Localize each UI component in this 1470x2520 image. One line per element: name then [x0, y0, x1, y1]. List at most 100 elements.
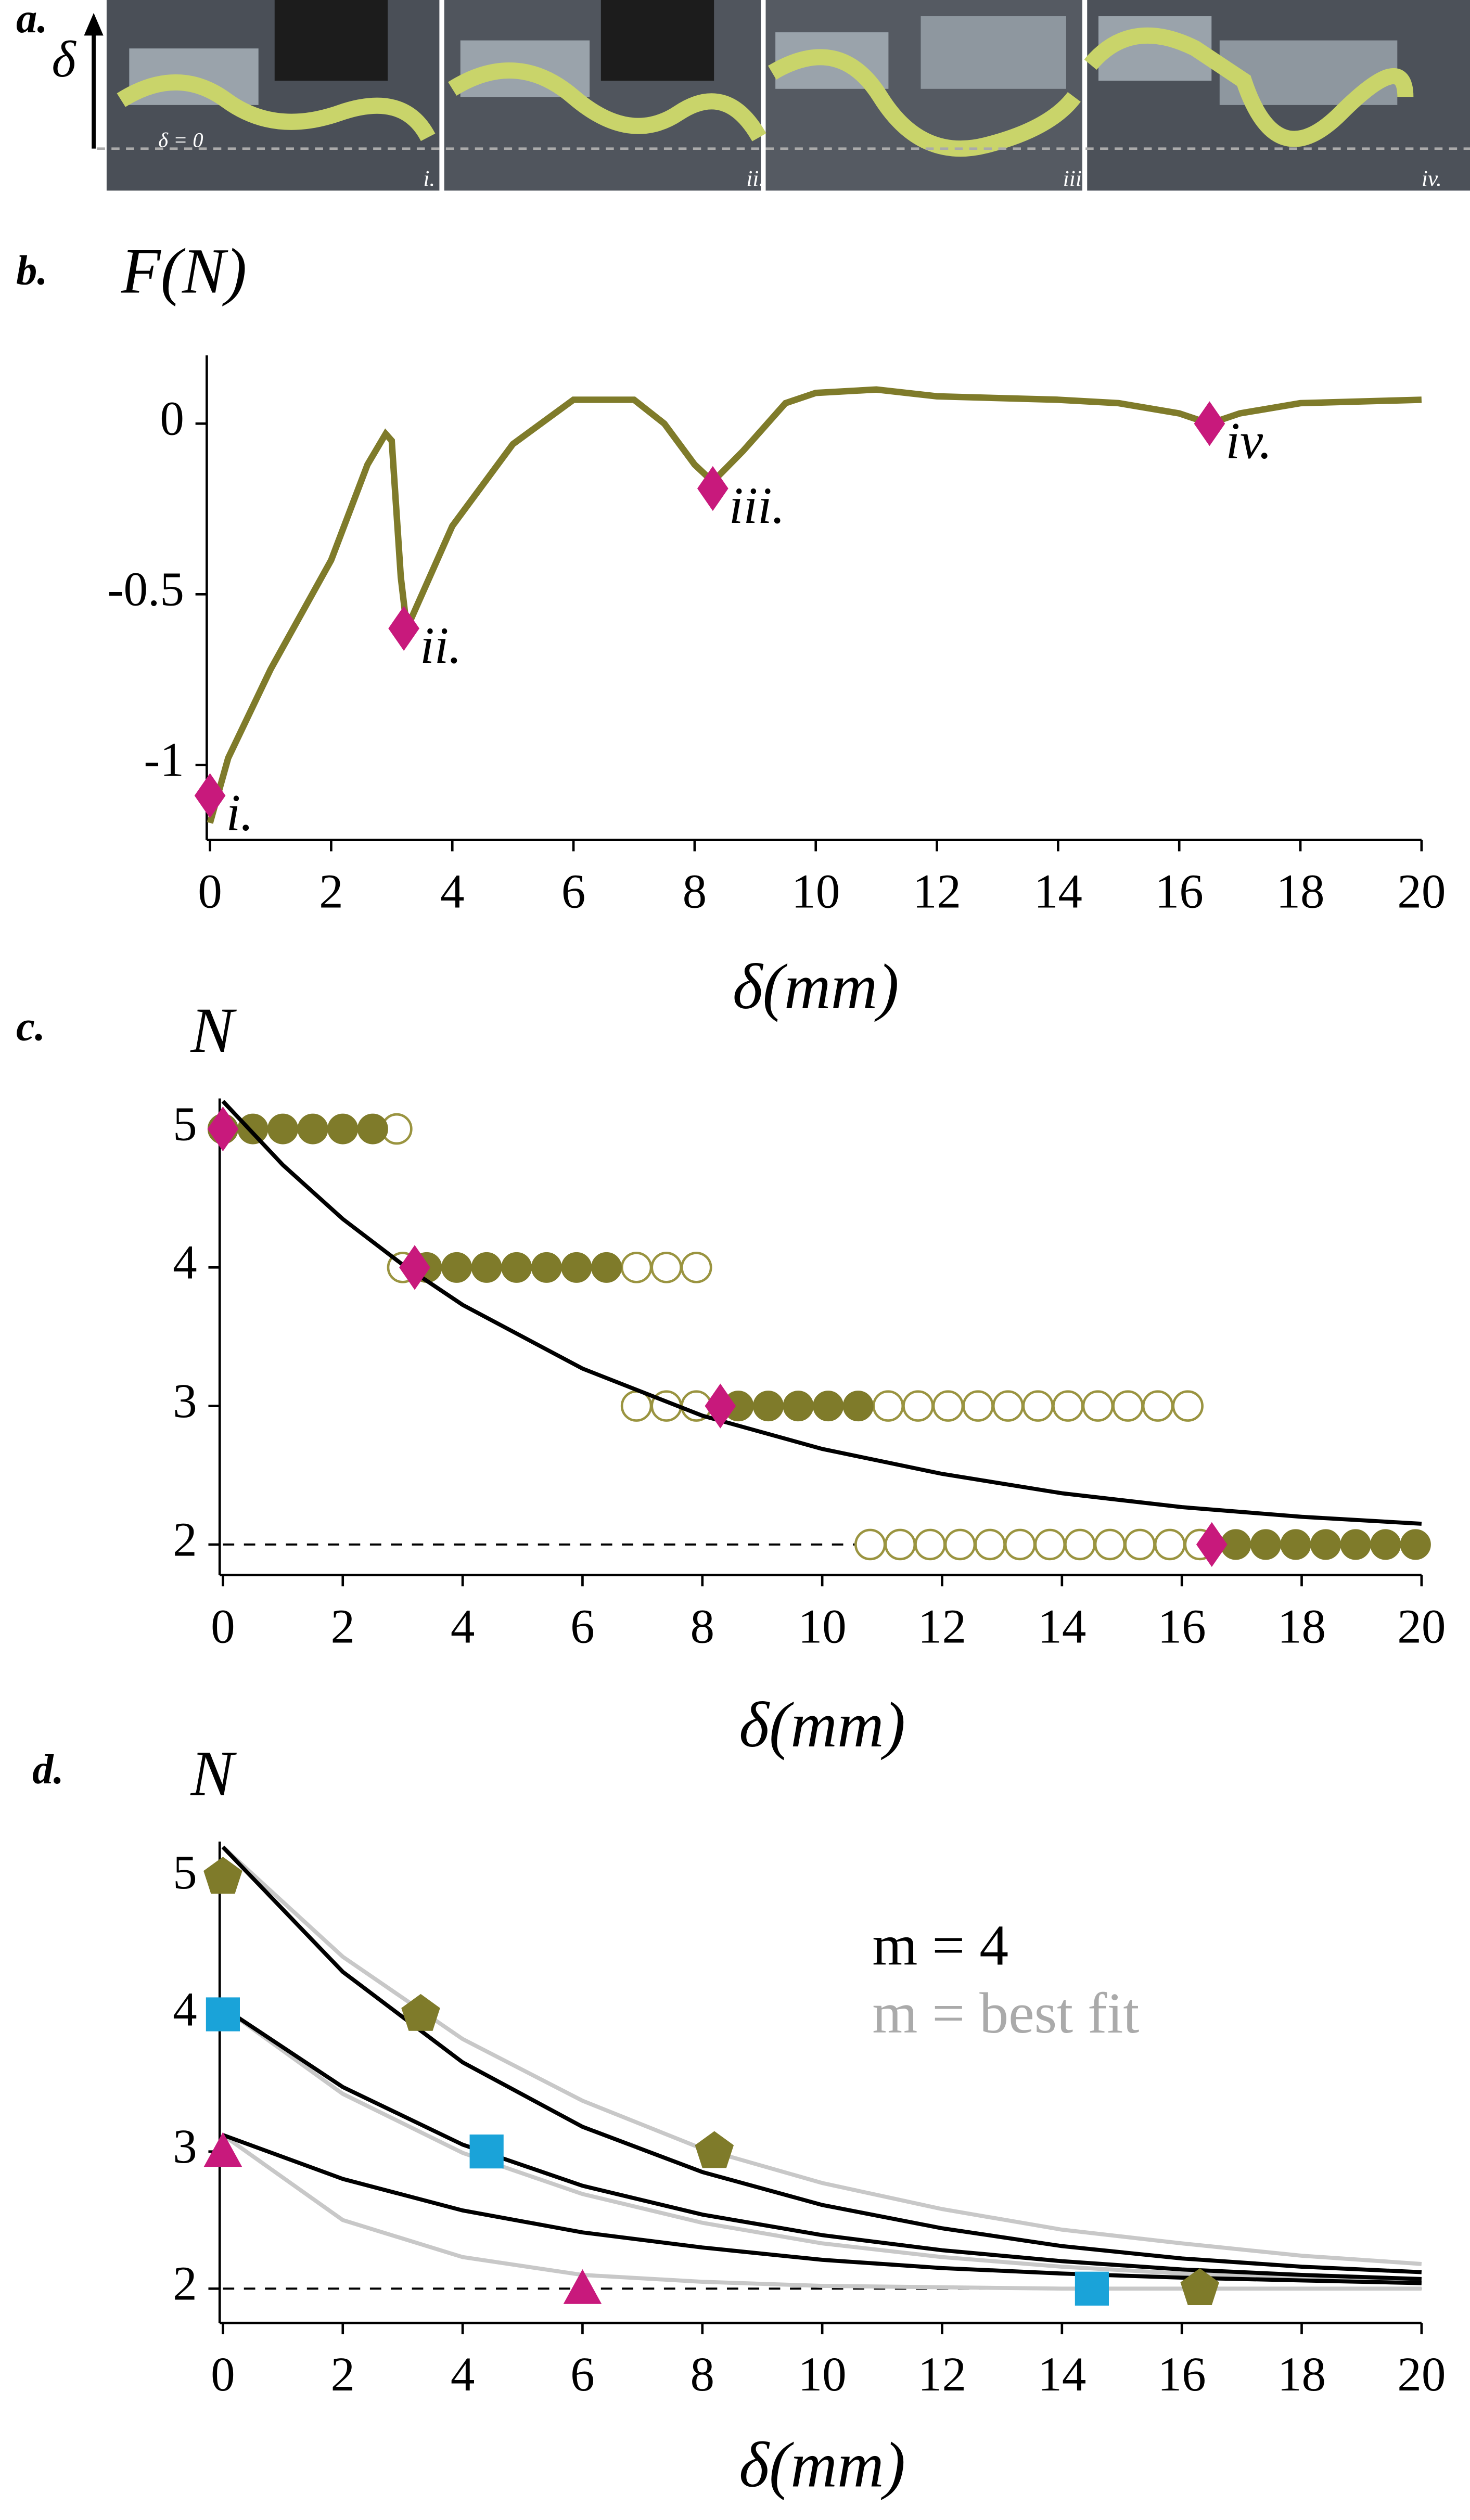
y-tick-label: 3 [173, 1374, 197, 1428]
point [1004, 1528, 1036, 1561]
point [561, 1252, 592, 1283]
point [194, 773, 226, 818]
y-axis-label: N [190, 1737, 237, 1809]
curve [221, 1100, 1422, 1526]
point-label: i. [226, 785, 253, 842]
point [1094, 1528, 1126, 1561]
x-tick-label: 18 [1277, 1600, 1326, 1654]
y-tick-label: 4 [173, 1236, 197, 1290]
point [752, 1391, 784, 1422]
point [203, 1857, 242, 1894]
point [1280, 1529, 1311, 1560]
y-tick-label: 5 [173, 1846, 197, 1899]
x-axis-label: δ(mm) [739, 2428, 905, 2500]
x-tick-label: 14 [1034, 865, 1082, 919]
point [944, 1528, 976, 1561]
point [813, 1391, 844, 1422]
x-tick-label: 12 [918, 1600, 966, 1654]
curve [221, 1845, 1422, 2274]
frame-label: ii. [746, 166, 764, 191]
point [1052, 1390, 1084, 1422]
x-tick-label: 8 [691, 1600, 715, 1654]
x-axis-label: δ(mm) [733, 950, 899, 1022]
point [1400, 1529, 1431, 1560]
curve [221, 1845, 1422, 2266]
strip-shape [768, 49, 1081, 157]
point [469, 2135, 504, 2169]
point-label: ii. [420, 617, 462, 674]
point [399, 1245, 430, 1290]
point [914, 1528, 946, 1561]
point [705, 1383, 736, 1429]
point [388, 606, 419, 651]
point [1250, 1529, 1281, 1560]
photo-part [921, 16, 1066, 89]
point [1310, 1529, 1341, 1560]
point-label: iii. [729, 477, 785, 534]
x-tick-label: 10 [798, 1600, 847, 1654]
x-tick-label: 6 [570, 1600, 595, 1654]
point [237, 1113, 269, 1145]
point [1075, 2271, 1109, 2306]
point [1112, 1390, 1144, 1422]
point [267, 1113, 299, 1145]
point [297, 1113, 328, 1145]
point [932, 1390, 964, 1422]
point [1082, 1390, 1114, 1422]
delta-label: δ [52, 31, 76, 88]
curve [207, 386, 1422, 824]
x-tick-label: 2 [330, 1600, 355, 1654]
point [1180, 2268, 1219, 2305]
curve [222, 2005, 1422, 2281]
panel-label: c. [16, 1004, 45, 1050]
x-tick-label: 16 [1155, 865, 1204, 919]
point [1370, 1529, 1401, 1560]
point [681, 1252, 712, 1283]
point [620, 1252, 653, 1283]
curve [222, 2133, 1422, 2285]
x-tick-label: 4 [451, 1600, 475, 1654]
point [872, 1390, 904, 1422]
photo-part [274, 0, 388, 81]
y-tick-label: 0 [160, 392, 184, 446]
point-label: iv. [1225, 413, 1272, 470]
point [1034, 1528, 1066, 1561]
photo-strip: a. δ δ = 0 i. ii. iii. iv. [16, 0, 1470, 191]
point [1154, 1528, 1186, 1561]
x-tick-label: 4 [451, 2348, 475, 2401]
y-tick-label: 5 [173, 1097, 197, 1151]
point [992, 1390, 1024, 1422]
point [1142, 1390, 1174, 1422]
arrow-head [84, 12, 104, 36]
x-tick-label: 0 [198, 865, 222, 919]
x-tick-label: 14 [1038, 2348, 1086, 2401]
x-tick-label: 16 [1158, 2348, 1206, 2401]
y-axis-label: N [190, 994, 237, 1066]
y-tick-label: 4 [173, 1983, 197, 2036]
point [962, 1390, 994, 1422]
curve [222, 2005, 1422, 2284]
x-tick-label: 8 [691, 2348, 715, 2401]
strip-shape [448, 62, 766, 142]
y-tick-label: 2 [173, 2257, 197, 2311]
x-tick-label: 14 [1038, 1600, 1086, 1654]
point [902, 1390, 934, 1422]
y-axis-label: F(N) [121, 235, 247, 307]
curve [222, 2133, 1422, 2291]
point [531, 1252, 562, 1283]
baseline-label: δ = 0 [158, 128, 203, 152]
point [1340, 1529, 1371, 1560]
x-tick-label: 18 [1276, 865, 1324, 919]
point [206, 1997, 240, 2032]
point [783, 1391, 814, 1422]
point [563, 2269, 602, 2304]
y-tick-label: -0.5 [107, 563, 184, 616]
point [1064, 1528, 1096, 1561]
x-tick-label: 20 [1397, 865, 1446, 919]
point [854, 1528, 886, 1561]
point [441, 1252, 472, 1283]
point [591, 1252, 622, 1283]
y-tick-label: 2 [173, 1513, 197, 1566]
x-tick-label: 8 [683, 865, 707, 919]
